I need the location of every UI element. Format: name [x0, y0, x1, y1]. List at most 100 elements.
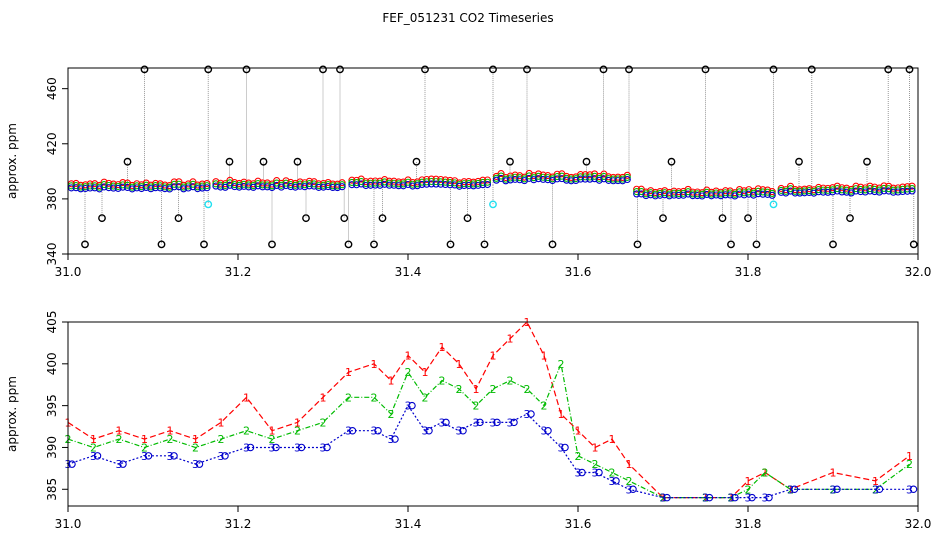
black-outlier-point: [701, 65, 710, 74]
red-point: [903, 183, 911, 191]
red-point: [899, 183, 907, 191]
green-point: [679, 189, 687, 197]
red-point: [367, 177, 375, 185]
y-tick-label: 380: [45, 187, 59, 210]
blue-point: [749, 191, 758, 199]
blue-point: [399, 182, 407, 190]
black-outlier-point: [744, 214, 752, 223]
green-series-label: 2: [609, 467, 616, 480]
blue-point: [548, 176, 557, 185]
blue-point: [748, 493, 756, 502]
black-outlier-point: [340, 214, 349, 223]
red-series-label: 1: [405, 349, 412, 362]
y-tick-label: 420: [45, 132, 59, 155]
blue-point: [390, 181, 398, 189]
red-point: [175, 178, 183, 186]
blue-point: [852, 187, 860, 195]
red-series-label: 1: [243, 391, 250, 404]
blue-series-label: 3: [192, 458, 199, 471]
black-outlier-point: [123, 157, 132, 166]
red-point: [623, 171, 631, 179]
black-outlier-point: [599, 65, 608, 74]
top-panel-frame: [67, 67, 919, 255]
black-outlier-point: [727, 240, 735, 249]
blue-point: [908, 187, 916, 195]
green-series-label: 2: [702, 492, 709, 505]
green-point: [885, 185, 893, 193]
blue-point: [246, 443, 255, 452]
blue-point: [152, 184, 160, 192]
blue-point: [768, 191, 776, 199]
blue-point: [221, 452, 229, 460]
green-point: [474, 179, 482, 187]
green-series-label: 2: [728, 492, 735, 505]
blue-point: [170, 452, 178, 460]
black-outlier-point: [412, 157, 421, 166]
green-point: [72, 182, 80, 190]
green-point: [497, 172, 505, 180]
red-series-label: 1: [388, 375, 395, 388]
black-outlier-point: [370, 240, 378, 249]
blue-point: [441, 180, 449, 189]
blue-series-label: 3: [558, 441, 565, 454]
green-series-label: 2: [371, 391, 378, 404]
blue-point: [371, 181, 379, 189]
green-series-label: 2: [116, 433, 123, 446]
green-point: [353, 179, 361, 187]
red-series-label: 1: [575, 425, 582, 438]
black-outlier-point: [863, 157, 871, 166]
red-series-label: 1: [116, 425, 123, 438]
blue-point: [810, 189, 818, 197]
blue-point: [663, 493, 671, 502]
green-series-label: 2: [456, 383, 463, 396]
blue-point: [459, 426, 467, 435]
blue-series-label: 3: [745, 492, 752, 505]
green-point: [623, 173, 631, 181]
green-point: [259, 181, 267, 189]
blue-point: [909, 485, 918, 494]
green-series-label: 2: [626, 475, 633, 488]
red-series-label: 1: [371, 358, 378, 371]
red-series-label: 1: [439, 341, 446, 354]
blue-series-label: 3: [116, 458, 123, 471]
blue-series-label: 3: [243, 441, 250, 454]
blue-series-label: 3: [473, 416, 480, 429]
red-point: [534, 170, 543, 178]
blue-point: [425, 426, 433, 435]
red-point: [786, 182, 795, 190]
y-tick-label: 460: [45, 77, 59, 100]
green-series-label: 2: [490, 383, 497, 396]
y-tick-label: 395: [45, 394, 59, 417]
blue-point: [195, 460, 204, 468]
red-point: [885, 182, 893, 190]
red-point: [381, 176, 389, 184]
red-point: [586, 171, 594, 179]
blue-point: [609, 177, 617, 185]
green-series-label: 2: [294, 425, 301, 438]
blue-point: [791, 189, 799, 197]
blue-point: [353, 181, 361, 189]
blue-point: [114, 184, 122, 192]
red-point: [889, 184, 897, 192]
red-point: [203, 179, 211, 188]
green-series-line: [67, 361, 910, 499]
green-point: [703, 188, 711, 196]
green-series-label: 2: [558, 358, 565, 371]
chart-title: FEF_051231 CO2 Timeseries: [382, 11, 553, 25]
y-tick-label: 390: [45, 436, 59, 459]
black-outlier-point: [769, 65, 778, 74]
x-tick-label: 32.0: [905, 265, 932, 279]
black-outlier-point: [659, 214, 667, 223]
blue-point: [217, 183, 225, 191]
red-series-label: 1: [90, 433, 97, 446]
green-point: [908, 185, 916, 193]
blue-series-label: 3: [269, 441, 276, 454]
blue-point: [595, 176, 603, 184]
blue-point: [721, 191, 730, 199]
green-series-label: 2: [320, 416, 327, 429]
green-point: [875, 186, 883, 194]
blue-series-label: 3: [872, 483, 879, 496]
blue-point: [623, 175, 631, 184]
